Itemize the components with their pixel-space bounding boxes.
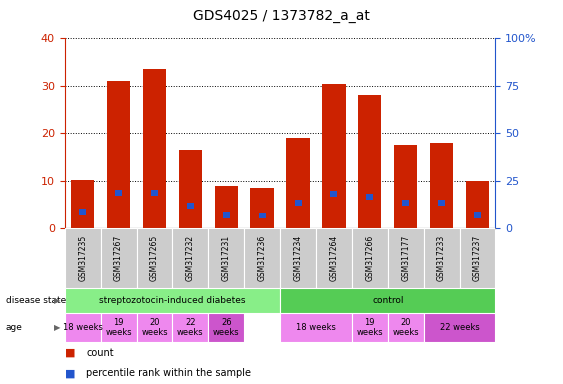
FancyBboxPatch shape (65, 288, 280, 313)
FancyBboxPatch shape (280, 288, 495, 313)
Bar (143, 69, 166, 228)
Text: disease state: disease state (6, 296, 66, 305)
Bar (223, 212, 230, 218)
FancyBboxPatch shape (65, 228, 101, 288)
Text: GSM317265: GSM317265 (150, 235, 159, 281)
Bar (474, 212, 481, 218)
Text: 18 weeks: 18 weeks (296, 323, 336, 332)
Text: 19
weeks: 19 weeks (356, 318, 383, 337)
FancyBboxPatch shape (352, 313, 388, 342)
Bar (187, 203, 194, 209)
Text: GSM317264: GSM317264 (329, 235, 338, 281)
Text: ▶: ▶ (53, 296, 60, 305)
Text: 22
weeks: 22 weeks (177, 318, 204, 337)
Bar (151, 190, 158, 196)
Text: GSM317235: GSM317235 (78, 235, 87, 281)
Bar (294, 200, 302, 206)
Bar (287, 138, 310, 228)
Bar (322, 84, 346, 228)
Text: 20
weeks: 20 weeks (392, 318, 419, 337)
Bar (115, 190, 122, 196)
Bar (402, 200, 409, 206)
Text: GSM317267: GSM317267 (114, 235, 123, 281)
FancyBboxPatch shape (137, 228, 172, 288)
Text: age: age (6, 323, 23, 332)
Bar (438, 200, 445, 206)
Text: GDS4025 / 1373782_a_at: GDS4025 / 1373782_a_at (193, 9, 370, 23)
FancyBboxPatch shape (388, 313, 424, 342)
Text: GSM317237: GSM317237 (473, 235, 482, 281)
FancyBboxPatch shape (208, 228, 244, 288)
Bar (367, 194, 373, 200)
Text: ■: ■ (65, 348, 75, 358)
FancyBboxPatch shape (280, 313, 352, 342)
Text: GSM317231: GSM317231 (222, 235, 231, 281)
Text: GSM317177: GSM317177 (401, 235, 410, 281)
FancyBboxPatch shape (101, 313, 137, 342)
FancyBboxPatch shape (172, 313, 208, 342)
Bar (430, 143, 453, 228)
Text: 26
weeks: 26 weeks (213, 318, 240, 337)
Text: GSM317236: GSM317236 (258, 235, 267, 281)
FancyBboxPatch shape (459, 228, 495, 288)
Text: percentile rank within the sample: percentile rank within the sample (86, 368, 251, 378)
FancyBboxPatch shape (352, 228, 388, 288)
Text: 18 weeks: 18 weeks (62, 323, 102, 332)
Bar (215, 186, 238, 228)
Text: GSM317232: GSM317232 (186, 235, 195, 281)
Bar (258, 213, 266, 218)
FancyBboxPatch shape (208, 313, 244, 342)
FancyBboxPatch shape (244, 228, 280, 288)
Text: 20
weeks: 20 weeks (141, 318, 168, 337)
Bar (394, 145, 417, 228)
Bar (71, 180, 95, 228)
Bar (251, 188, 274, 228)
Bar (330, 191, 337, 197)
Bar (107, 81, 130, 228)
Text: 19
weeks: 19 weeks (105, 318, 132, 337)
Text: streptozotocin-induced diabetes: streptozotocin-induced diabetes (99, 296, 245, 305)
Text: ▶: ▶ (53, 323, 60, 332)
FancyBboxPatch shape (424, 228, 459, 288)
Bar (358, 95, 382, 228)
Bar (79, 209, 86, 215)
Text: count: count (86, 348, 114, 358)
Bar (178, 150, 202, 228)
Text: ■: ■ (65, 368, 75, 378)
Text: control: control (372, 296, 404, 305)
Text: GSM317233: GSM317233 (437, 235, 446, 281)
FancyBboxPatch shape (280, 228, 316, 288)
FancyBboxPatch shape (137, 313, 172, 342)
FancyBboxPatch shape (316, 228, 352, 288)
Text: 22 weeks: 22 weeks (440, 323, 480, 332)
FancyBboxPatch shape (424, 313, 495, 342)
FancyBboxPatch shape (101, 228, 137, 288)
FancyBboxPatch shape (65, 313, 101, 342)
FancyBboxPatch shape (172, 228, 208, 288)
FancyBboxPatch shape (388, 228, 424, 288)
Text: GSM317266: GSM317266 (365, 235, 374, 281)
Bar (466, 181, 489, 228)
Text: GSM317234: GSM317234 (293, 235, 302, 281)
